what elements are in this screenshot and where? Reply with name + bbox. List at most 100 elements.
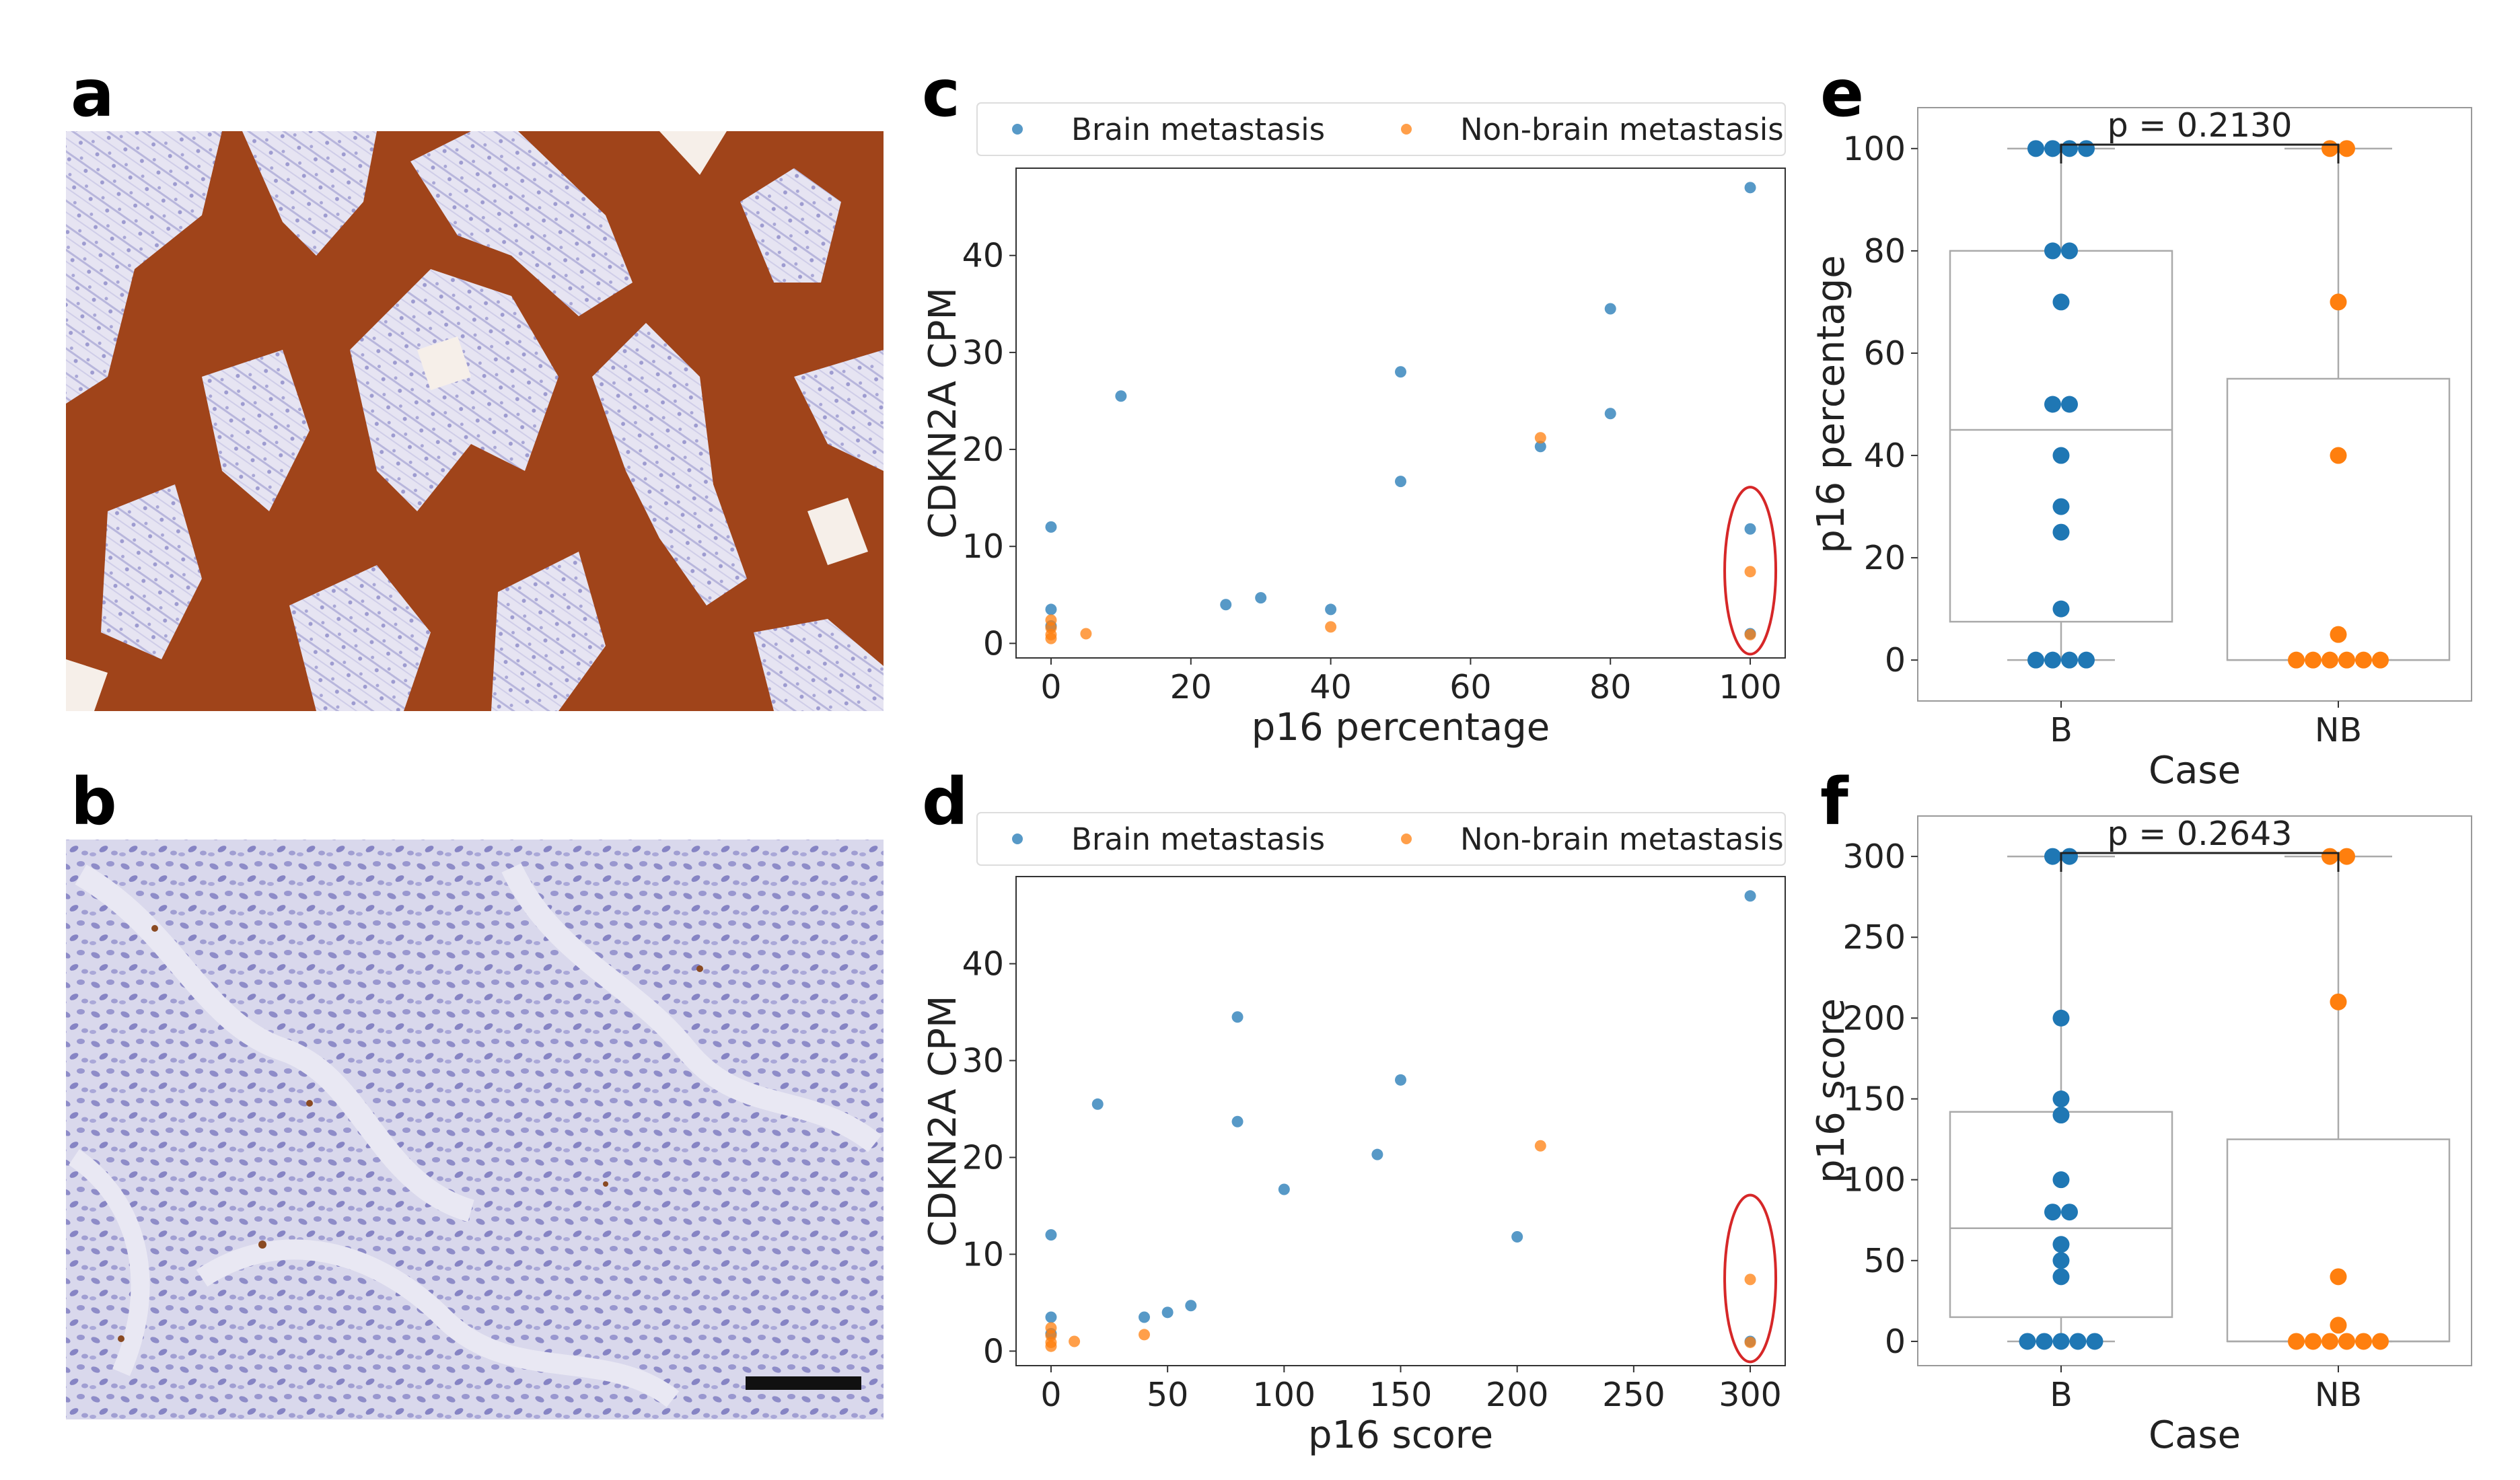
data-point bbox=[2338, 1333, 2355, 1350]
data-point bbox=[2330, 293, 2347, 311]
data-point bbox=[1231, 1011, 1244, 1023]
data-point bbox=[2044, 140, 2061, 157]
data-point bbox=[2338, 651, 2355, 669]
x-axis-label: p16 percentage bbox=[1252, 706, 1550, 749]
data-point bbox=[1139, 1329, 1150, 1341]
data-point bbox=[1091, 1098, 1104, 1110]
data-point bbox=[2027, 651, 2044, 669]
y-tick-label: 20 bbox=[962, 431, 1004, 469]
data-point bbox=[2044, 848, 2061, 865]
data-point bbox=[2061, 848, 2078, 865]
data-point bbox=[2355, 1333, 2372, 1350]
panel-label-e: e bbox=[1820, 56, 1864, 131]
x-tick-label: 0 bbox=[1040, 1376, 1061, 1414]
y-axis-label: CDKN2A CPM bbox=[921, 287, 965, 539]
data-point bbox=[2036, 1333, 2053, 1350]
y-tick-label: 60 bbox=[1864, 334, 1906, 373]
data-point bbox=[2044, 396, 2061, 413]
x-tick-label: NB bbox=[2315, 711, 2362, 749]
data-point bbox=[2321, 140, 2338, 157]
data-point bbox=[1744, 182, 1756, 194]
data-point bbox=[2052, 600, 2070, 618]
data-point bbox=[1325, 603, 1337, 616]
x-tick-label: B bbox=[2050, 1376, 2073, 1414]
data-point bbox=[2052, 1333, 2070, 1350]
data-point bbox=[2061, 242, 2078, 260]
data-point bbox=[2052, 293, 2070, 311]
y-tick-label: 0 bbox=[983, 1332, 1004, 1370]
y-tick-label: 10 bbox=[962, 527, 1004, 566]
data-point bbox=[2330, 993, 2347, 1010]
box-iqr bbox=[2226, 377, 2451, 661]
ihc-image-a bbox=[66, 131, 884, 711]
data-point bbox=[2288, 1333, 2305, 1350]
scatter-plot-d: 0 50 100 150 200 250 300 0 10 20 30 40 p16 score CDKN… bbox=[921, 812, 1786, 1457]
y-tick-label: 250 bbox=[1842, 918, 1906, 957]
significance-bracket bbox=[2060, 143, 2340, 163]
data-point bbox=[2052, 1268, 2070, 1286]
data-point bbox=[2052, 523, 2070, 541]
data-point bbox=[2069, 1333, 2087, 1350]
panel-label-a: a bbox=[71, 56, 114, 131]
highlight-circle bbox=[1723, 486, 1778, 656]
plot-frame bbox=[1917, 107, 2472, 702]
x-tick-label: 200 bbox=[1486, 1376, 1549, 1414]
legend-label: Non-brain metastasis bbox=[1460, 821, 1784, 857]
data-point bbox=[2052, 1252, 2070, 1269]
y-tick-label: 30 bbox=[962, 334, 1004, 372]
box-iqr bbox=[1949, 1111, 2173, 1319]
data-point bbox=[1744, 566, 1756, 578]
data-point bbox=[1604, 408, 1616, 420]
y-tick-label: 10 bbox=[962, 1235, 1004, 1273]
y-tick-label: 0 bbox=[1885, 1323, 1906, 1361]
legend-box bbox=[976, 812, 1786, 866]
x-tick-label: 0 bbox=[1040, 668, 1061, 706]
data-point bbox=[1534, 432, 1546, 444]
data-point bbox=[2321, 651, 2338, 669]
highlight-circle bbox=[1723, 1193, 1778, 1364]
data-point bbox=[2321, 848, 2338, 865]
data-point bbox=[2305, 1333, 2321, 1350]
y-axis-label: CDKN2A CPM bbox=[921, 996, 965, 1247]
y-tick-label: 150 bbox=[1842, 1080, 1906, 1119]
x-tick-label: NB bbox=[2315, 1376, 2362, 1414]
data-point bbox=[1395, 366, 1406, 378]
data-point bbox=[1744, 1336, 1756, 1348]
significance-bracket bbox=[2060, 852, 2340, 872]
data-point bbox=[2052, 1107, 2070, 1124]
data-point bbox=[2321, 1333, 2338, 1350]
x-tick-label: 100 bbox=[1719, 668, 1782, 706]
plot-frame bbox=[1015, 168, 1786, 659]
data-point bbox=[1045, 632, 1057, 644]
data-point bbox=[1161, 1306, 1174, 1319]
data-point bbox=[1231, 1115, 1244, 1127]
data-point bbox=[1045, 1229, 1057, 1241]
data-point bbox=[2078, 651, 2095, 669]
data-point bbox=[2355, 651, 2372, 669]
legend-label: Non-brain metastasis bbox=[1460, 112, 1784, 147]
y-tick-label: 40 bbox=[962, 945, 1004, 984]
data-point bbox=[2052, 1009, 2070, 1027]
y-axis-label: p16 percentage bbox=[1809, 255, 1853, 553]
data-point bbox=[1395, 1074, 1406, 1086]
panel-label-b: b bbox=[71, 764, 117, 840]
data-point bbox=[1080, 628, 1092, 640]
data-point bbox=[1395, 476, 1406, 488]
y-tick-label: 20 bbox=[1864, 539, 1906, 577]
data-point bbox=[2052, 1090, 2070, 1108]
data-point bbox=[2330, 1268, 2347, 1286]
x-tick-label: 100 bbox=[1253, 1376, 1316, 1414]
data-point bbox=[1744, 523, 1756, 535]
data-point bbox=[1115, 390, 1127, 402]
data-point bbox=[1534, 441, 1546, 453]
x-tick-label: 80 bbox=[1589, 668, 1631, 706]
p-value-label: p = 0.2130 bbox=[2108, 106, 2293, 145]
panel-label-c: c bbox=[922, 56, 960, 131]
data-point bbox=[2078, 140, 2095, 157]
data-point bbox=[2052, 1236, 2070, 1253]
data-point bbox=[2288, 651, 2305, 669]
plot-frame bbox=[1015, 876, 1786, 1366]
y-tick-label: 0 bbox=[1885, 641, 1906, 679]
